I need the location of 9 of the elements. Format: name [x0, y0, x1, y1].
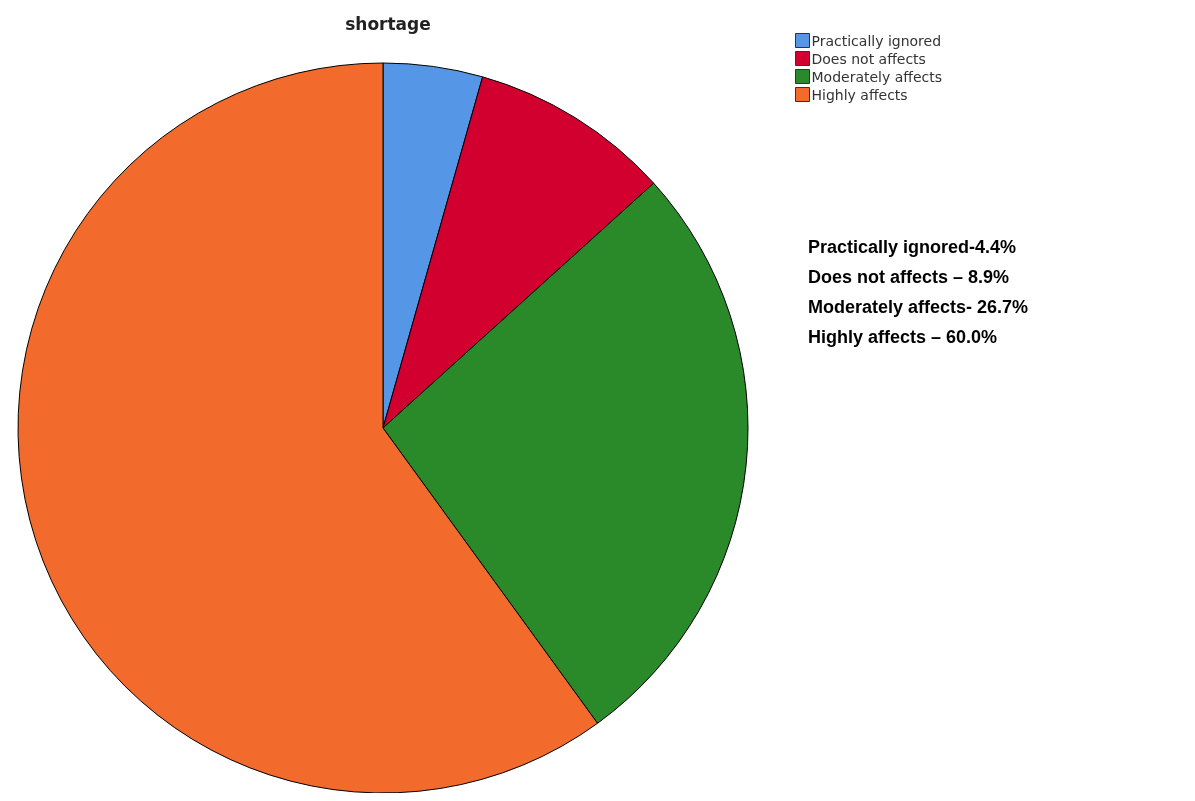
text: Practically ignored-4.4% [808, 237, 1017, 257]
legend-label: Does not affects [811, 50, 926, 67]
text: Does not affects – 8.9% [808, 267, 1010, 287]
text: Moderately affects- 26.7% [808, 297, 1029, 317]
legend-label: Highly affects [811, 86, 908, 103]
legend-label: Moderately affects [811, 68, 943, 85]
text: Highly affects – 60.0% [808, 327, 998, 347]
chart-title: shortage [345, 13, 431, 34]
legend-label: Practically ignored [811, 32, 942, 49]
